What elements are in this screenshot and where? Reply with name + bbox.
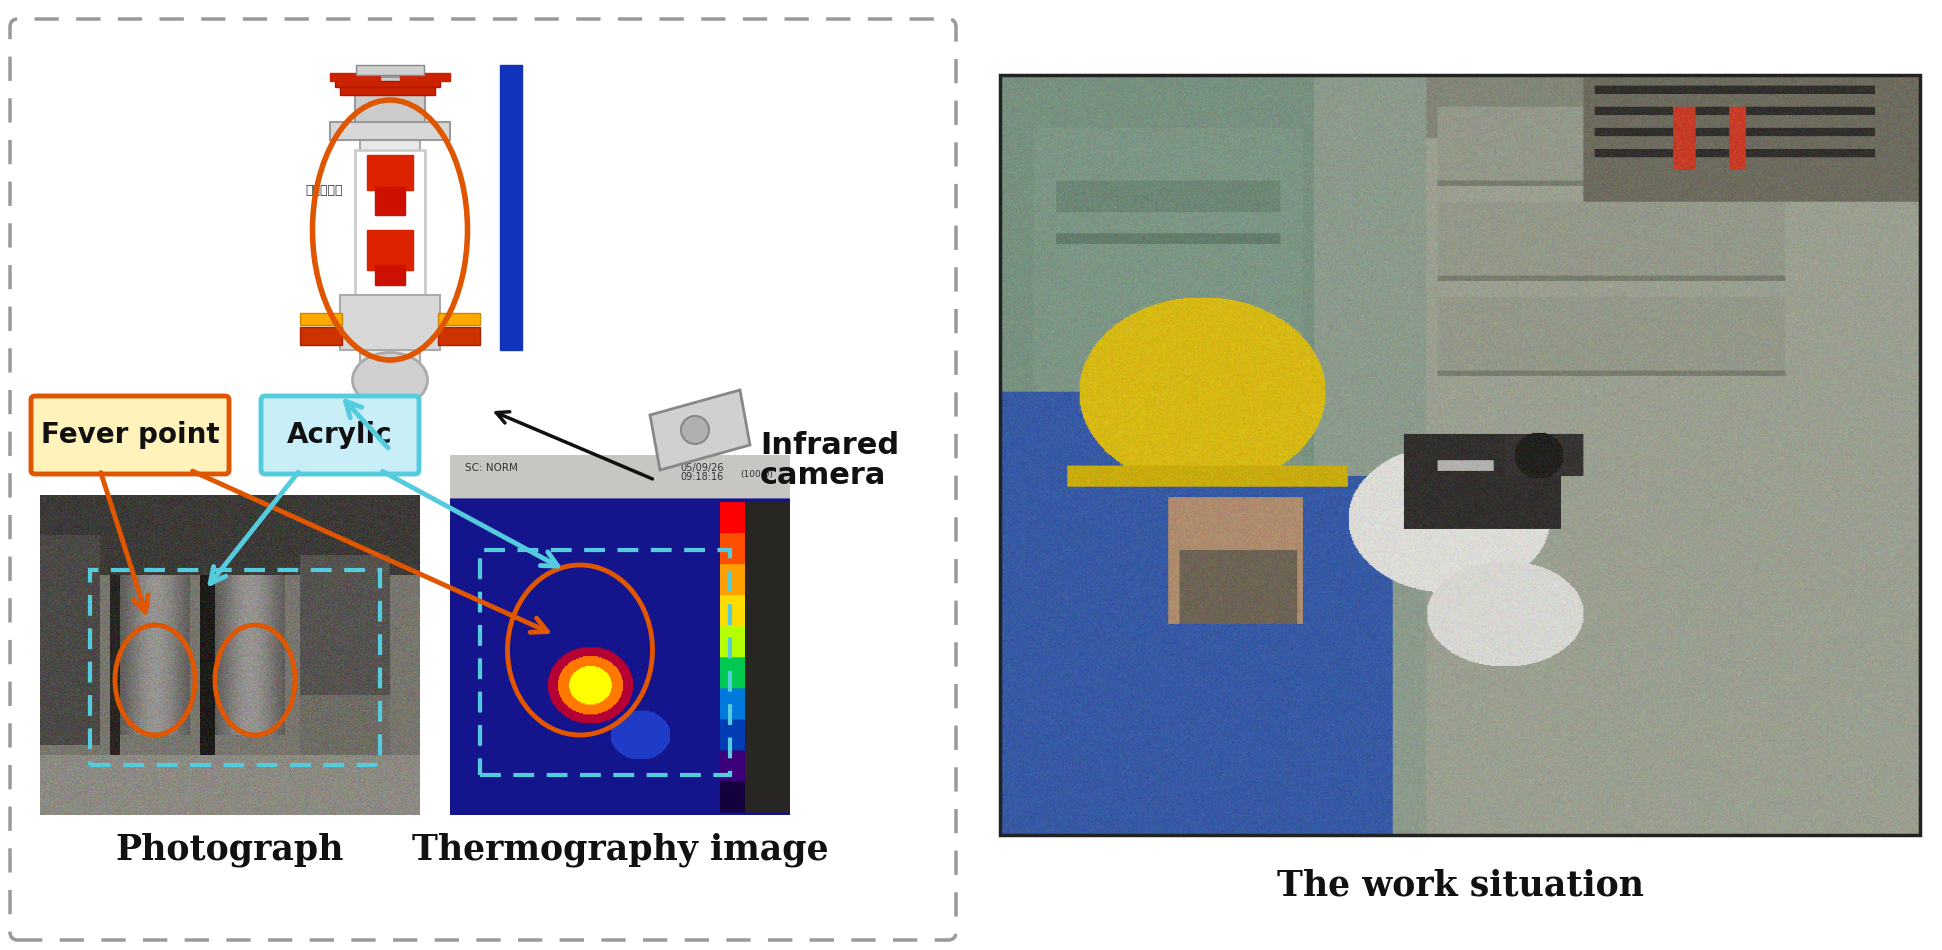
Bar xyxy=(375,405,406,440)
Text: 36.0: 36.0 xyxy=(796,672,816,680)
Bar xyxy=(89,570,381,765)
Bar xyxy=(299,313,342,325)
Text: -20.0: -20.0 xyxy=(796,765,818,773)
Bar xyxy=(499,65,522,350)
FancyBboxPatch shape xyxy=(31,396,229,474)
Bar xyxy=(375,265,406,285)
Bar xyxy=(355,77,425,122)
Text: 真空バルブ: 真空バルブ xyxy=(305,183,342,197)
Ellipse shape xyxy=(682,416,709,444)
Text: Thermography image: Thermography image xyxy=(412,833,829,867)
Bar xyxy=(340,87,435,95)
Bar xyxy=(336,81,441,87)
Bar xyxy=(439,313,480,325)
Bar xyxy=(400,73,451,81)
Text: (100.0): (100.0) xyxy=(740,470,773,479)
Text: Acrylic: Acrylic xyxy=(287,421,392,449)
Bar xyxy=(355,65,423,75)
Bar xyxy=(367,155,414,190)
Text: camera: camera xyxy=(759,461,886,490)
Bar xyxy=(1000,75,1921,835)
Text: The work situation: The work situation xyxy=(1276,868,1643,902)
Text: 64.0: 64.0 xyxy=(796,517,816,525)
Bar xyxy=(330,122,451,140)
Text: SC: NORM: SC: NORM xyxy=(464,463,519,473)
FancyBboxPatch shape xyxy=(260,396,419,474)
Bar xyxy=(299,327,342,345)
Text: Fever point: Fever point xyxy=(41,421,219,449)
Text: 50.0: 50.0 xyxy=(796,579,816,587)
Text: Infrared: Infrared xyxy=(759,431,899,460)
Text: 40.0: 40.0 xyxy=(796,640,816,650)
Text: 09:18:16: 09:18:16 xyxy=(680,472,722,482)
Bar xyxy=(439,327,480,345)
Bar xyxy=(355,150,425,300)
Text: 34.0: 34.0 xyxy=(796,702,816,712)
Text: 05/09/26: 05/09/26 xyxy=(680,463,724,473)
Text: 43.0: 43.0 xyxy=(796,610,816,618)
Bar xyxy=(480,550,730,775)
Bar xyxy=(359,80,419,450)
FancyBboxPatch shape xyxy=(10,19,955,940)
Bar xyxy=(367,230,414,270)
Text: 80.0: 80.0 xyxy=(796,485,816,495)
Polygon shape xyxy=(651,390,750,470)
Bar xyxy=(330,73,381,81)
Bar xyxy=(375,187,406,215)
Ellipse shape xyxy=(353,352,427,408)
Text: 30.0: 30.0 xyxy=(796,733,816,743)
Bar xyxy=(340,295,441,350)
Text: Photograph: Photograph xyxy=(117,833,344,867)
Text: 58.0: 58.0 xyxy=(796,547,816,557)
